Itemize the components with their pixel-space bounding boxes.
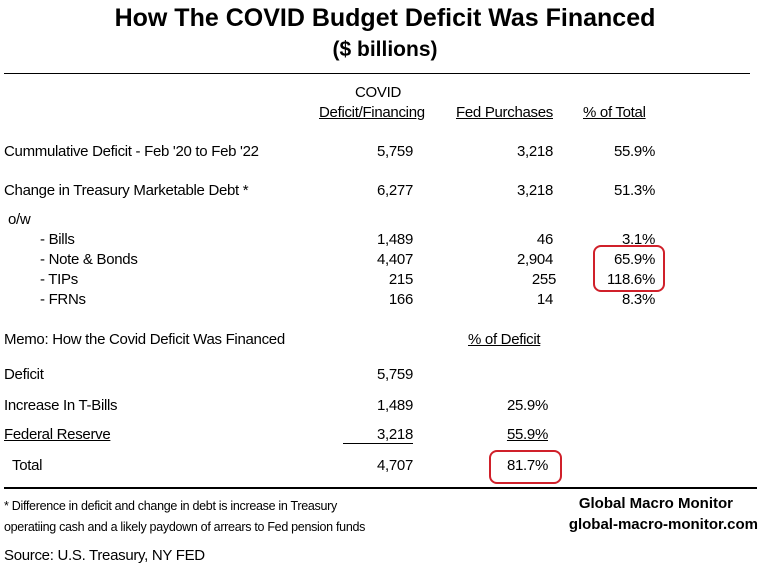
memo-title: Memo: How the Covid Deficit Was Financed [4, 331, 285, 348]
row-label: - Bills [40, 231, 75, 248]
row-fed: 2,904 [516, 251, 553, 268]
memo-pct-header: % of Deficit [468, 331, 541, 348]
memo-value: 5,759 [376, 366, 413, 383]
header-covid-top: COVID [354, 84, 401, 101]
brand-name: Global Macro Monitor [578, 495, 733, 512]
footnote-line: operatiing cash and a likely paydown of … [4, 520, 366, 534]
row-covid: 4,407 [376, 251, 413, 268]
row-fed: 46 [536, 231, 553, 248]
highlight-box [489, 450, 562, 484]
memo-label: Total [12, 457, 43, 474]
row-label: Change in Treasury Marketable Debt * [4, 182, 249, 199]
row-label: - TIPs [40, 271, 78, 288]
footnote-line: * Difference in deficit and change in de… [4, 499, 337, 513]
row-covid: 215 [388, 271, 413, 288]
row-pct: 51.3% [613, 182, 655, 199]
page-title: How The COVID Budget Deficit Was Finance… [114, 4, 656, 32]
ow-label: o/w [8, 211, 31, 228]
row-pct: 8.3% [622, 291, 655, 308]
row-pct: 55.9% [613, 143, 655, 160]
header-covid: Deficit/Financing [319, 104, 425, 121]
memo-value: 3,218 [376, 426, 413, 443]
row-pct: 118.6% [607, 271, 655, 288]
memo-label: Deficit [4, 366, 44, 383]
bottom-divider [4, 487, 757, 489]
row-pct: 3.1% [622, 231, 655, 248]
row-label: - Note & Bonds [40, 251, 138, 268]
memo-pct: 81.7% [506, 457, 548, 474]
row-label: Cummulative Deficit - Feb '20 to Feb '22 [4, 143, 259, 160]
sum-underline [343, 443, 413, 444]
row-fed: 255 [531, 271, 556, 288]
top-divider [4, 73, 750, 74]
memo-value: 4,707 [376, 457, 413, 474]
header-fed: Fed Purchases [456, 104, 553, 121]
memo-label: Increase In T-Bills [4, 397, 118, 414]
highlight-box [593, 245, 665, 292]
memo-pct: 55.9% [506, 426, 548, 443]
source-note: Source: U.S. Treasury, NY FED [4, 547, 205, 564]
page-subtitle: ($ billions) [332, 38, 438, 61]
header-pct: % of Total [583, 104, 646, 121]
memo-value: 1,489 [376, 397, 413, 414]
memo-label: Federal Reserve [4, 426, 111, 443]
row-covid: 166 [388, 291, 413, 308]
row-fed: 3,218 [516, 182, 553, 199]
row-covid: 1,489 [376, 231, 413, 248]
row-covid: 5,759 [376, 143, 413, 160]
row-label: - FRNs [40, 291, 86, 308]
row-covid: 6,277 [376, 182, 413, 199]
memo-pct: 25.9% [506, 397, 548, 414]
row-fed: 3,218 [516, 143, 553, 160]
row-fed: 14 [536, 291, 553, 308]
brand-url: global-macro-monitor.com [568, 516, 758, 533]
row-pct: 65.9% [613, 251, 655, 268]
